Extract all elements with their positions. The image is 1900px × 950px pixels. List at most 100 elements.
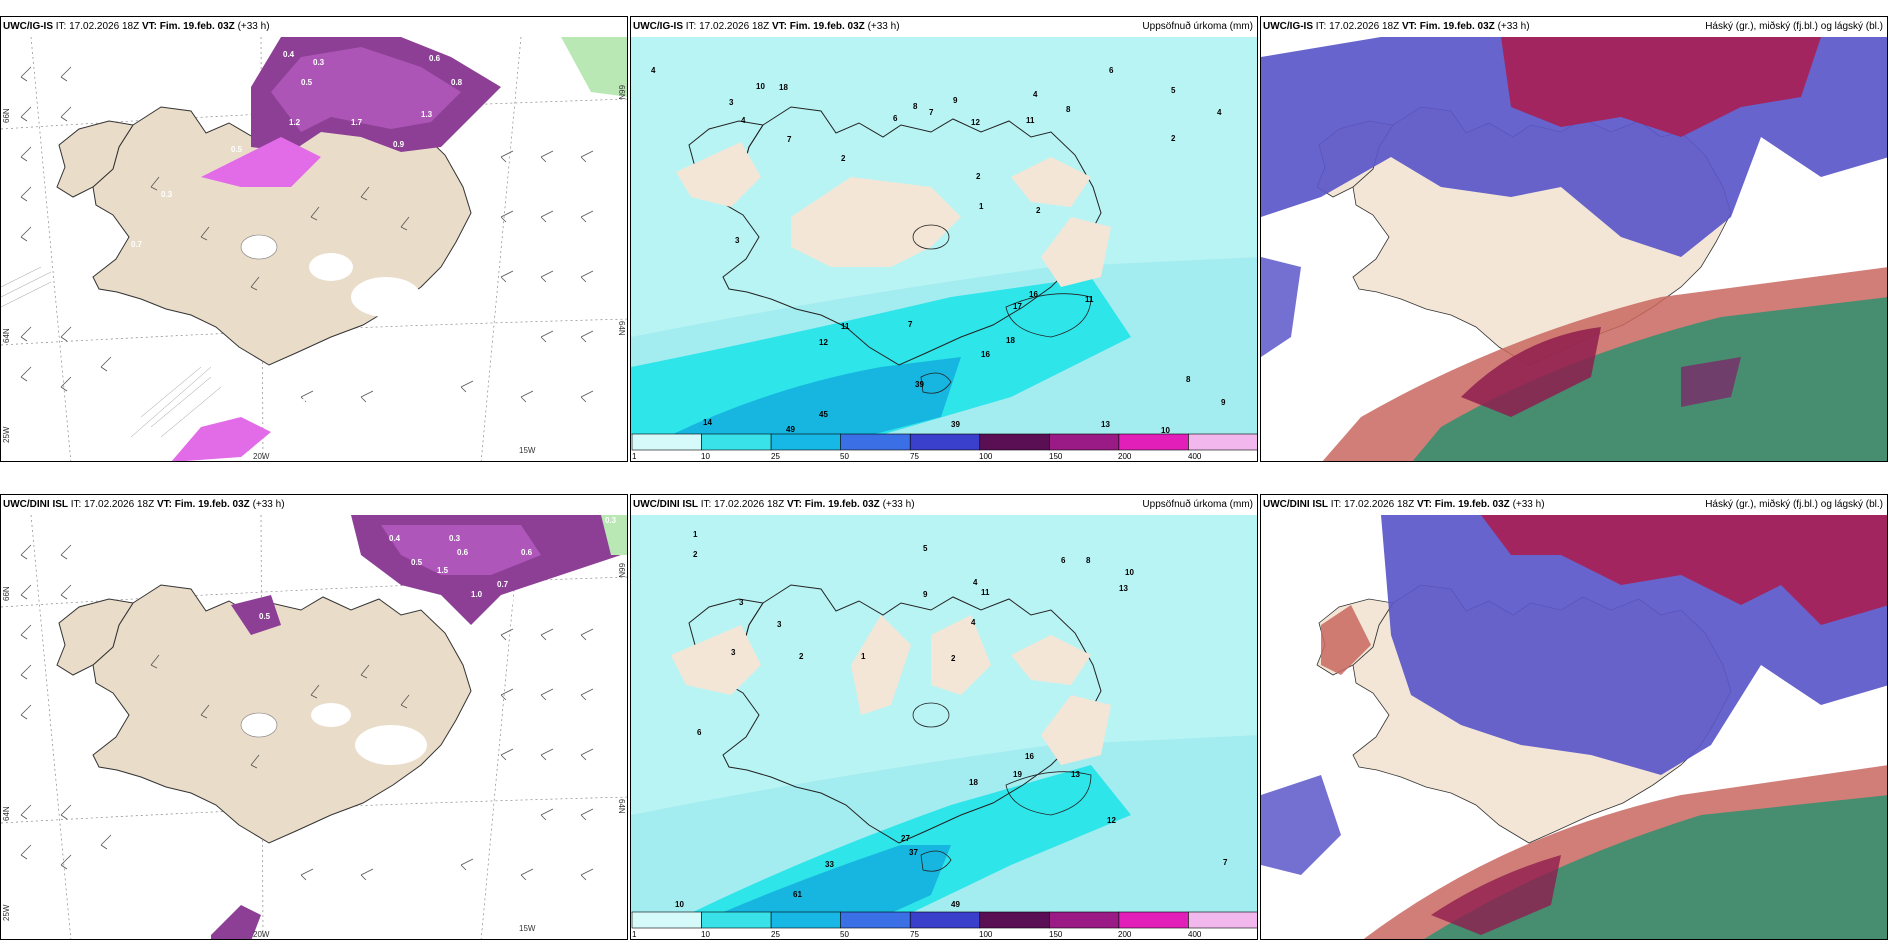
model-name: UWC/IG-IS bbox=[3, 21, 53, 32]
precip-value: 10 bbox=[756, 82, 765, 91]
colorbar-label: 25 bbox=[771, 452, 780, 461]
lon-label: 20W bbox=[253, 452, 270, 461]
colorbar-swatch bbox=[1118, 433, 1189, 451]
precip-value: 12 bbox=[819, 338, 828, 347]
cloud-map[interactable] bbox=[1261, 515, 1888, 940]
precip-value: 3 bbox=[777, 620, 782, 629]
precip-value: 1 bbox=[861, 652, 866, 661]
colorbar-label: 10 bbox=[701, 452, 710, 461]
model-name: UWC/DINI ISL bbox=[3, 499, 68, 510]
vt-label: VT: bbox=[156, 499, 172, 510]
colorbar-label: 10 bbox=[701, 930, 710, 939]
snow-value: 0.6 bbox=[271, 405, 283, 414]
precip-value: 39 bbox=[915, 380, 924, 389]
colorbar-label: 400 bbox=[1188, 930, 1202, 939]
precip-value: 2 bbox=[693, 550, 698, 559]
precip-value: 4 bbox=[971, 618, 976, 627]
colorbar-swatch bbox=[909, 433, 981, 451]
lat-label-right: 64N bbox=[617, 799, 626, 814]
colorbar-swatch bbox=[840, 911, 911, 929]
snow-value: 0.9 bbox=[393, 140, 405, 149]
lead-time: (+33 h) bbox=[252, 499, 285, 510]
snow-value: 0.8 bbox=[509, 596, 521, 605]
precip-map[interactable]: 4 10 18 3 4 7 2 6 8 7 9 12 11 4 8 6 5 2 … bbox=[631, 37, 1258, 435]
colorbar-label: 200 bbox=[1118, 452, 1132, 461]
precip-value: 49 bbox=[951, 900, 960, 909]
snow-value: 1.7 bbox=[351, 118, 363, 127]
precip-value: 12 bbox=[1107, 816, 1116, 825]
precip-value: 11 bbox=[1026, 116, 1035, 125]
snow-value: 0.5 bbox=[231, 145, 243, 154]
precip-value: 18 bbox=[779, 83, 788, 92]
snow-value: 0.6 bbox=[457, 548, 469, 557]
precip-value: 19 bbox=[1013, 770, 1022, 779]
colorbar-label: 150 bbox=[1049, 930, 1063, 939]
precip-value: 2 bbox=[976, 172, 981, 181]
snow-value: 0.3 bbox=[313, 58, 325, 67]
model-name: UWC/DINI ISL bbox=[1263, 499, 1328, 510]
precip-value: 2 bbox=[1036, 206, 1041, 215]
panel-title: Uppsöfnuð úrkoma (mm) bbox=[1142, 21, 1253, 32]
it-value: 17.02.2026 18Z bbox=[714, 499, 785, 510]
precip-value: 3 bbox=[731, 648, 736, 657]
cloud-map[interactable] bbox=[1261, 37, 1888, 462]
precip-value: 4 bbox=[741, 116, 746, 125]
lead-time: (+33 h) bbox=[1497, 21, 1530, 32]
vt-label: VT: bbox=[771, 21, 787, 32]
precip-value: 7 bbox=[929, 108, 934, 117]
precip-value: 49 bbox=[786, 425, 795, 434]
it-value: 17.02.2026 18Z bbox=[84, 499, 155, 510]
precip-value: 16 bbox=[1029, 290, 1038, 299]
colorbar-swatch bbox=[909, 911, 981, 929]
vt-value: Fim. 19.feb. 03Z bbox=[1434, 499, 1510, 510]
snow-value: 0.4 bbox=[389, 534, 401, 543]
colorbar-label: 200 bbox=[1118, 930, 1132, 939]
snow-value: 1.0 bbox=[471, 590, 483, 599]
precip-value: 3 bbox=[735, 236, 740, 245]
snow-wind-map[interactable]: 0.4 0.3 0.5 0.6 0.8 1.2 1.7 0.9 0.5 0.3 … bbox=[1, 37, 628, 462]
snow-value: 1.5 bbox=[437, 566, 449, 575]
snow-wind-map-panel-top: UWC/IG-IS IT: 17.02.2026 18Z VT: Fim. 19… bbox=[0, 16, 628, 462]
precip-value: 6 bbox=[697, 728, 702, 737]
it-value: 17.02.2026 18Z bbox=[69, 21, 140, 32]
snow-value: 0.5 bbox=[301, 398, 313, 407]
precip-value: 6 bbox=[1061, 556, 1066, 565]
precip-value: 4 bbox=[973, 578, 978, 587]
precip-value: 27 bbox=[901, 834, 910, 843]
colorbar-label: 100 bbox=[979, 452, 993, 461]
precip-value: 3 bbox=[729, 98, 734, 107]
precip-map[interactable]: 1 2 3 5 4 6 8 9 10 11 13 3 2 1 2 3 4 6 1… bbox=[631, 515, 1258, 913]
lon-label: 25W bbox=[2, 904, 11, 921]
colorbar-swatch bbox=[1049, 433, 1120, 451]
precip-value: 13 bbox=[1101, 420, 1110, 429]
snow-value: 1.2 bbox=[289, 118, 301, 127]
precip-value: 10 bbox=[1125, 568, 1134, 577]
lon-label: 20W bbox=[253, 930, 270, 939]
vt-value: Fim. 19.feb. 03Z bbox=[174, 499, 250, 510]
vt-value: Fim. 19.feb. 03Z bbox=[804, 499, 880, 510]
colorbar-swatches bbox=[631, 433, 1257, 451]
snow-value: 0.8 bbox=[451, 78, 463, 87]
precip-value: 4 bbox=[651, 66, 656, 75]
precip-value: 6 bbox=[1109, 66, 1114, 75]
precip-value: 45 bbox=[819, 410, 828, 419]
snow-value: 0.3 bbox=[605, 516, 617, 525]
vt-label: VT: bbox=[1416, 499, 1432, 510]
precip-value: 5 bbox=[1171, 86, 1176, 95]
vt-label: VT: bbox=[786, 499, 802, 510]
lat-label-right: 66N bbox=[617, 563, 626, 578]
precip-value: 2 bbox=[1171, 134, 1176, 143]
snow-value: 0.5 bbox=[301, 78, 313, 87]
colorbar-swatch bbox=[631, 911, 702, 929]
precip-value: 16 bbox=[1025, 752, 1034, 761]
vt-label: VT: bbox=[141, 21, 157, 32]
lat-label: 64N bbox=[2, 328, 11, 343]
precip-value: 7 bbox=[1223, 858, 1228, 867]
it-label: IT: bbox=[700, 499, 712, 510]
colorbar-label: 75 bbox=[910, 930, 919, 939]
snow-wind-map[interactable]: 0.4 0.3 0.6 0.5 1.5 0.7 0.6 0.3 0.5 1.0 … bbox=[1, 515, 628, 940]
lat-label-right: 64N bbox=[617, 321, 626, 336]
precip-value: 9 bbox=[923, 590, 928, 599]
precip-value: 9 bbox=[953, 96, 958, 105]
precip-map-panel-top: UWC/IG-IS IT: 17.02.2026 18Z VT: Fim. 19… bbox=[630, 16, 1258, 462]
